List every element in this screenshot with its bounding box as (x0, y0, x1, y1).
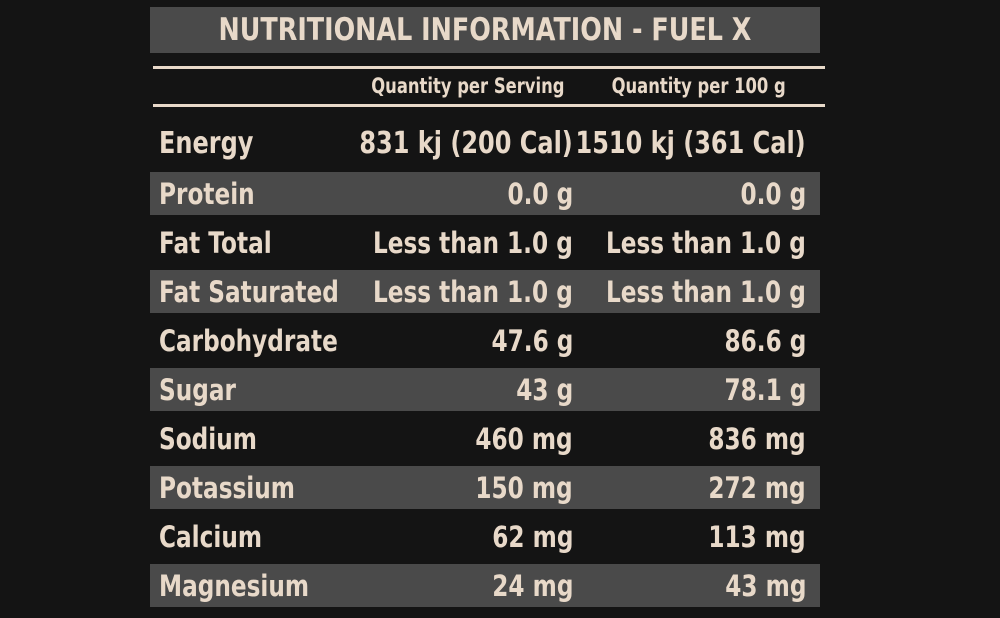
column-header-per-100g: Quantity per 100 g (611, 74, 787, 98)
per-100g-value: Less than 1.0 g (606, 225, 806, 260)
per-100g-value: 113 mg (708, 519, 806, 554)
serving-value: Less than 1.0 g (373, 274, 573, 309)
nutrient-label: Potassium (159, 470, 295, 505)
table-row: Potassium 150 mg 272 mg (150, 463, 820, 512)
table-row: Sodium 460 mg 836 mg (150, 414, 820, 463)
nutrient-label: Protein (159, 176, 255, 211)
per-100g-value: Less than 1.0 g (606, 274, 806, 309)
serving-value: 62 mg (491, 519, 573, 554)
nutrient-label: Energy (159, 125, 254, 161)
serving-value: Less than 1.0 g (373, 225, 573, 260)
table-row: Protein 0.0 g 0.0 g (150, 169, 820, 218)
table-row: Magnesium 24 mg 43 mg (150, 561, 820, 610)
serving-value: 150 mg (475, 470, 573, 505)
table-row: Carbohydrate 47.6 g 86.6 g (150, 316, 820, 365)
per-100g-value: 86.6 g (724, 323, 806, 358)
serving-value: 24 mg (491, 568, 573, 603)
per-100g-value: 78.1 g (724, 372, 806, 407)
column-header-serving: Quantity per Serving (371, 74, 565, 98)
page-title: NUTRITIONAL INFORMATION - FUEL X (218, 12, 752, 48)
serving-value: 47.6 g (491, 323, 573, 358)
per-100g-value: 836 mg (708, 421, 806, 456)
per-100g-value: 0.0 g (740, 176, 806, 211)
nutrient-label: Magnesium (159, 568, 310, 603)
serving-value: 43 g (516, 372, 573, 407)
table-row: Sugar 43 g 78.1 g (150, 365, 820, 414)
table-row: Energy 831 kj (200 Cal) 1510 kj (361 Cal… (150, 117, 820, 169)
per-100g-value: 43 mg (724, 568, 806, 603)
nutrient-label: Carbohydrate (159, 323, 338, 358)
title-bar: NUTRITIONAL INFORMATION - FUEL X (150, 7, 820, 53)
serving-value: 460 mg (475, 421, 573, 456)
per-100g-value: 1510 kj (361 Cal) (575, 125, 806, 161)
nutrient-label: Calcium (159, 519, 263, 554)
table-row: Calcium 62 mg 113 mg (150, 512, 820, 561)
nutrient-label: Fat Total (159, 225, 272, 260)
per-100g-value: 272 mg (708, 470, 806, 505)
table-row: Fat Total Less than 1.0 g Less than 1.0 … (150, 218, 820, 267)
serving-value: 0.0 g (507, 176, 573, 211)
table-row: Fat Saturated Less than 1.0 g Less than … (150, 267, 820, 316)
nutrient-label: Sugar (159, 372, 236, 407)
nutrition-table: Energy 831 kj (200 Cal) 1510 kj (361 Cal… (150, 117, 820, 610)
nutrient-label: Fat Saturated (159, 274, 339, 309)
header-top-rule (153, 66, 825, 69)
nutrient-label: Sodium (159, 421, 257, 456)
serving-value: 831 kj (200 Cal) (359, 125, 573, 161)
header-bottom-rule (153, 104, 825, 107)
